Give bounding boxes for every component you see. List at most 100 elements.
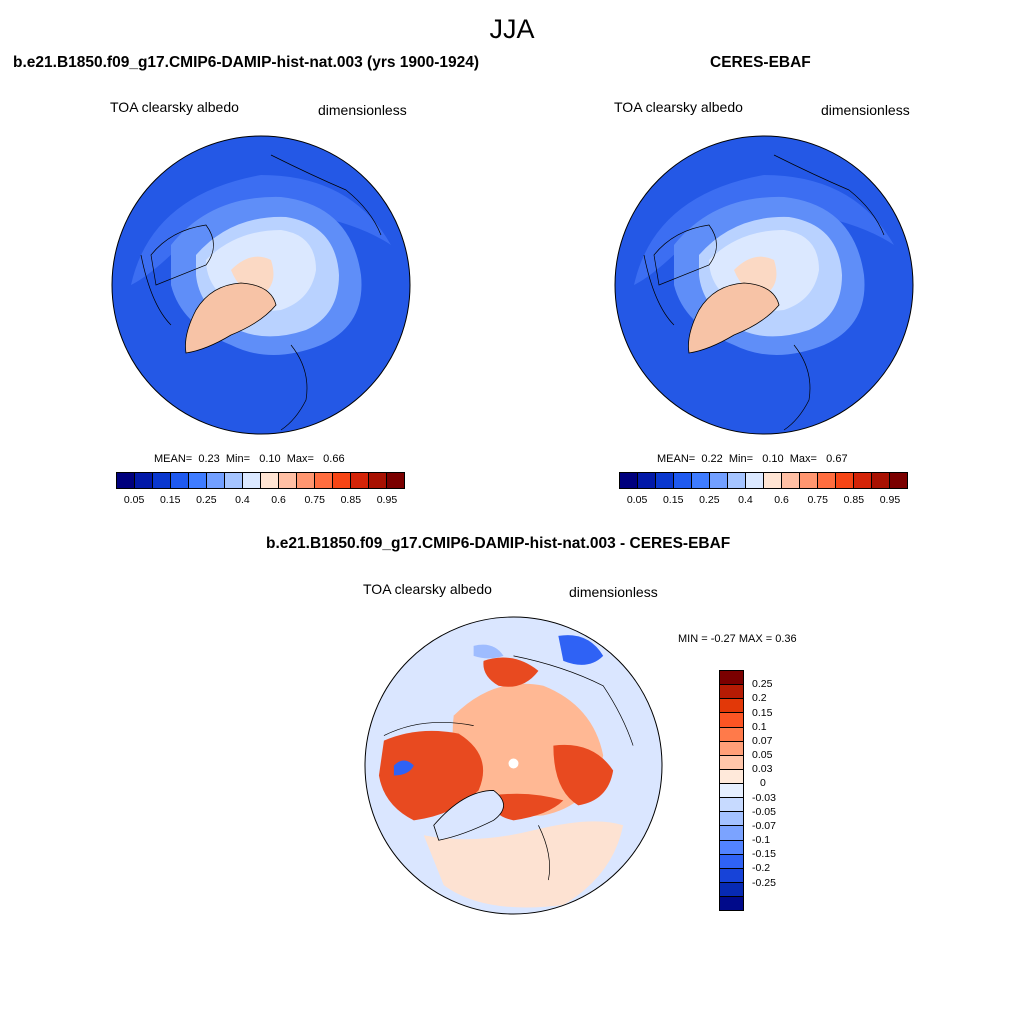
greenland <box>688 282 780 354</box>
siberia-warm-anomaly <box>553 744 614 806</box>
colorbar-tick-label: 0.6 <box>774 494 789 506</box>
colorbar-tick-label: -0.2 <box>752 862 771 875</box>
colorbar-box <box>764 473 782 488</box>
panel2-variable: TOA clearsky albedo <box>614 99 743 115</box>
siberia-cool-anomaly <box>558 635 604 665</box>
colorbar-box <box>720 868 743 883</box>
colorbar-box <box>171 473 189 488</box>
colorbar-box <box>720 882 743 897</box>
canada-warm-anomaly <box>378 730 484 821</box>
colorbar-box <box>710 473 728 488</box>
colorbar-box <box>720 741 743 756</box>
colorbar-box <box>720 713 743 728</box>
atlantic-pale <box>364 843 396 915</box>
panel2-title: CERES-EBAF <box>710 54 811 71</box>
panel2-colorbar <box>619 472 908 489</box>
colorbar-box <box>720 854 743 869</box>
pole-hole <box>508 758 519 769</box>
colorbar-box <box>153 473 171 488</box>
colorbar-tick-label: -0.15 <box>752 848 776 861</box>
colorbar-box <box>720 798 743 813</box>
hudson-cool-patch <box>393 760 414 776</box>
colorbar-box <box>720 897 743 911</box>
colorbar-box <box>890 473 907 488</box>
colorbar-tick-label: -0.25 <box>752 876 776 889</box>
colorbar-box <box>620 473 638 488</box>
subpolar-band <box>634 175 894 285</box>
colorbar-box <box>720 671 743 686</box>
colorbar-box <box>720 769 743 784</box>
colorbar-tick-label: 0.95 <box>376 494 398 506</box>
panel1-title: b.e21.B1850.f09_g17.CMIP6-DAMIP-hist-nat… <box>13 54 480 71</box>
canada-coast <box>383 721 474 736</box>
map-boundary <box>364 616 663 915</box>
siberia-coast <box>773 154 885 236</box>
colorbar-tick-label: 0.15 <box>662 494 684 506</box>
colorbar-tick-label: -0.05 <box>752 805 776 818</box>
colorbar-tick-label: 0.03 <box>752 763 773 776</box>
colorbar-tick-label: 0.05 <box>123 494 145 506</box>
colorbar-box <box>720 727 743 742</box>
scandinavia-coast <box>538 825 550 881</box>
colorbar-box <box>135 473 153 488</box>
colorbar-tick-label: 0.75 <box>807 494 828 506</box>
colorbar-box <box>836 473 854 488</box>
colorbar-box <box>189 473 207 488</box>
north-cool-patch <box>473 644 504 659</box>
colorbar-box <box>692 473 710 488</box>
colorbar-tick-label: -0.1 <box>752 834 771 847</box>
colorbar-box <box>818 473 836 488</box>
colorbar-tick-label: 0.15 <box>752 706 773 719</box>
panel1-stats: MEAN= 0.23 Min= 0.10 Max= 0.66 <box>154 453 345 465</box>
map-field <box>364 616 663 915</box>
colorbar-box <box>720 685 743 700</box>
colorbar-box <box>720 812 743 827</box>
colorbar-box <box>387 473 404 488</box>
panel3-title: b.e21.B1850.f09_g17.CMIP6-DAMIP-hist-nat… <box>266 535 731 552</box>
scandinavia-coast <box>783 344 811 431</box>
colorbar-box <box>261 473 279 488</box>
colorbar-tick-label: 0.25 <box>699 494 720 506</box>
panel1-variable: TOA clearsky albedo <box>110 99 239 115</box>
panel3-colorbar <box>719 670 744 911</box>
colorbar-tick-label: 0.4 <box>738 494 753 506</box>
colorbar-tick-label: 0.75 <box>304 494 325 506</box>
colorbar-box <box>854 473 872 488</box>
colorbar-tick-label: -0.07 <box>752 819 776 832</box>
colorbar-box <box>638 473 656 488</box>
map-boundary <box>614 135 914 435</box>
colorbar-box <box>243 473 261 488</box>
colorbar-tick-label: 0.25 <box>196 494 217 506</box>
season-title: JJA <box>489 14 535 44</box>
panel1-polar-map <box>111 135 411 435</box>
colorbar-tick-label: 0 <box>760 777 766 790</box>
greenland <box>433 790 504 841</box>
north-warm-patch <box>483 657 539 687</box>
colorbar-box <box>351 473 369 488</box>
colorbar-box <box>872 473 890 488</box>
colorbar-box <box>333 473 351 488</box>
colorbar-box <box>720 826 743 841</box>
colorbar-tick-label: 0.05 <box>626 494 648 506</box>
colorbar-tick-label: 0.95 <box>879 494 901 506</box>
colorbar-tick-label: 0.6 <box>271 494 286 506</box>
colorbar-tick-label: 0.2 <box>752 692 767 705</box>
panel1-units: dimensionless <box>318 102 407 118</box>
colorbar-tick-label: 0.05 <box>752 749 773 762</box>
map-field <box>615 136 913 434</box>
colorbar-tick-label: 0.25 <box>752 678 773 691</box>
colorbar-box <box>746 473 764 488</box>
scandinavia-coast <box>280 344 308 431</box>
colorbar-box <box>297 473 315 488</box>
colorbar-box <box>720 840 743 855</box>
panel3-minmax: MIN = -0.27 MAX = 0.36 <box>678 633 797 645</box>
canadian-archipelago-coast <box>653 224 717 286</box>
panel2-units: dimensionless <box>821 102 910 118</box>
colorbar-box <box>720 755 743 770</box>
panel2-polar-map <box>614 135 914 435</box>
colorbar-tick-label: 0.4 <box>235 494 250 506</box>
colorbar-tick-label: 0.07 <box>752 734 773 747</box>
subpolar-band <box>131 175 391 285</box>
panel2-stats: MEAN= 0.22 Min= 0.10 Max= 0.67 <box>657 453 848 465</box>
colorbar-box <box>279 473 297 488</box>
